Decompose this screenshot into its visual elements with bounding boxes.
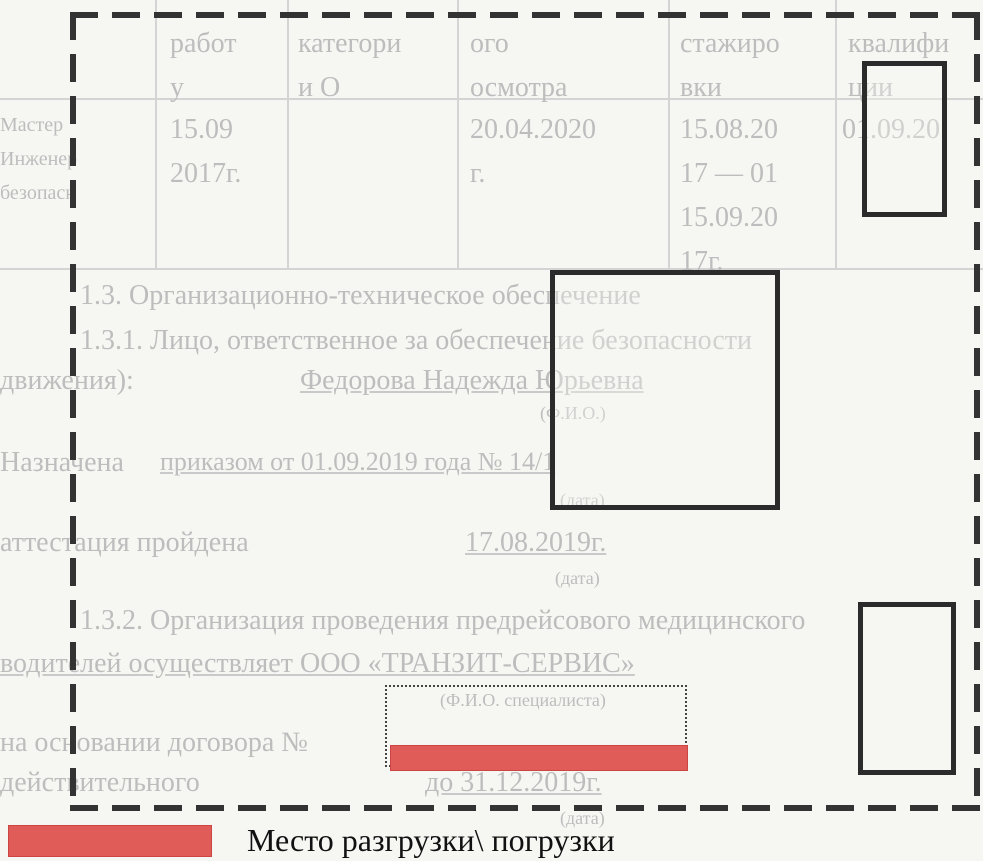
table-rule: [155, 0, 157, 270]
doc-caption: (дата): [555, 568, 600, 588]
doc-line: 1.3.2. Организация проведения предрейсов…: [80, 605, 806, 636]
doc-line: 1.3.1. Лицо, ответственное за обеспечени…: [80, 325, 753, 356]
table-header-cell: ого осмотра: [470, 28, 568, 103]
table-cell: 20.04.2020 г.: [470, 114, 596, 189]
doc-value: до 31.12.2019г.: [425, 767, 602, 798]
boundary-dashed-bottom: [70, 805, 980, 811]
table-cell: безопасн: [0, 182, 76, 204]
doc-caption: (дата): [560, 808, 605, 828]
table-header-cell: стажиро вки: [680, 28, 780, 103]
table-rule: [835, 0, 837, 270]
legend-swatch: [8, 825, 212, 857]
doc-line: Назначена: [0, 447, 124, 478]
table-cell: 15.09 2017г.: [170, 114, 242, 189]
boundary-dashed-right: [974, 12, 980, 811]
table-rule: [668, 0, 670, 270]
doc-value: приказом от 01.09.2019 года № 14/1: [160, 447, 556, 476]
doc-line: аттестация пройдена: [0, 527, 249, 558]
zone-rect-top-right: [862, 61, 947, 217]
doc-line: водителей осуществляет ООО «ТРАНЗИТ-СЕРВ…: [0, 648, 635, 679]
section-title: 1.3. Организационно-техническое обеспече…: [80, 280, 641, 311]
legend-label: Место разгрузки\ погрузки: [247, 822, 615, 858]
doc-line: движения):: [0, 365, 134, 396]
doc-value: Федорова Надежда Юрьевна: [300, 365, 644, 396]
doc-value: 17.08.2019г.: [465, 527, 607, 558]
table-header-cell: категори и О: [298, 28, 402, 103]
table-rule: [0, 98, 983, 100]
table-cell: 15.08.20 17 — 01 15.09.20 17г.: [680, 114, 778, 277]
doc-caption: (Ф.И.О.): [540, 403, 606, 423]
table-rule: [457, 0, 459, 270]
table-cell: Мастер: [0, 114, 64, 136]
table-rule: [287, 0, 289, 270]
boundary-dashed-left: [70, 12, 76, 811]
table-header-cell: работ у: [170, 28, 237, 103]
zone-rect-bottom-right: [858, 602, 956, 775]
doc-line: действительного: [0, 767, 200, 798]
table-rule: [0, 268, 983, 270]
table-cell: 01.09.20: [842, 114, 940, 145]
zone-rect-center: [550, 270, 780, 510]
table-cell: Инженер: [0, 148, 78, 170]
doc-line: на основании договора №: [0, 727, 308, 758]
doc-caption: (Ф.И.О. специалиста): [440, 690, 606, 710]
boundary-dashed-top: [70, 12, 980, 18]
loading-zone-marker: [390, 745, 688, 771]
table-header-cell: квалифи ции: [848, 28, 950, 103]
